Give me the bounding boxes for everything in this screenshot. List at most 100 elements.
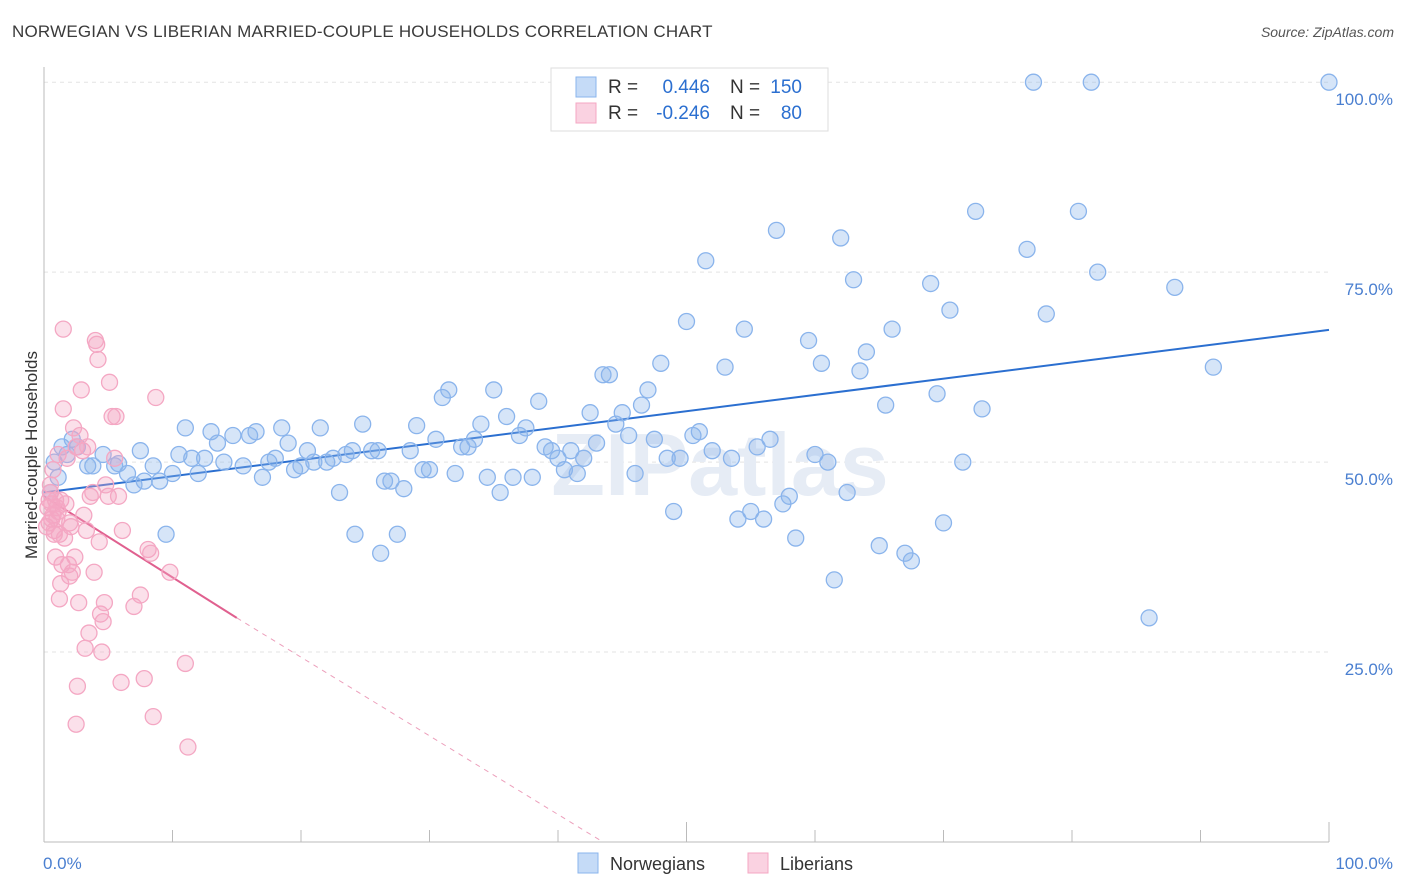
point-liberians bbox=[85, 563, 103, 581]
point-liberians bbox=[109, 487, 128, 505]
legend-n-value-1: 150 bbox=[770, 77, 802, 98]
point-norwegians bbox=[292, 457, 310, 475]
point-norwegians bbox=[658, 449, 676, 467]
point-norwegians bbox=[305, 453, 323, 471]
point-norwegians bbox=[324, 449, 342, 467]
point-norwegians bbox=[716, 358, 734, 376]
point-norwegians bbox=[189, 464, 207, 483]
point-norwegians bbox=[954, 453, 972, 471]
point-norwegians bbox=[1166, 278, 1184, 296]
point-norwegians bbox=[665, 502, 683, 521]
point-liberians bbox=[75, 506, 93, 524]
point-norwegians bbox=[761, 430, 779, 448]
legend-r-label-1: R = bbox=[608, 77, 638, 98]
point-norwegians bbox=[877, 396, 895, 414]
point-norwegians bbox=[224, 426, 242, 445]
y-tick-labels: 25.0% 50.0% 75.0% 100.0% bbox=[1335, 90, 1393, 679]
legend-n-label-2: N = bbox=[730, 103, 760, 124]
point-norwegians bbox=[504, 468, 522, 486]
point-norwegians bbox=[799, 331, 818, 350]
y-axis-label: Married-couple Households bbox=[22, 351, 41, 559]
point-liberians bbox=[107, 407, 125, 426]
point-norwegians bbox=[407, 416, 426, 435]
point-liberians bbox=[93, 643, 111, 661]
point-norwegians bbox=[170, 445, 188, 464]
point-norwegians bbox=[652, 354, 670, 372]
trend-lines bbox=[43, 328, 1330, 843]
legend-r-value-2: -0.246 bbox=[656, 103, 710, 124]
trend-line-norwegians bbox=[43, 328, 1330, 494]
y-tick-label: 75.0% bbox=[1345, 280, 1393, 299]
legend-r-value-1: 0.446 bbox=[662, 77, 710, 98]
point-liberians bbox=[72, 381, 90, 399]
point-liberians bbox=[50, 590, 69, 608]
point-norwegians bbox=[941, 301, 959, 319]
point-liberians bbox=[49, 445, 67, 464]
point-norwegians bbox=[395, 480, 413, 498]
point-norwegians bbox=[780, 487, 798, 505]
point-norwegians bbox=[343, 442, 362, 460]
point-liberians bbox=[44, 461, 62, 479]
point-norwegians bbox=[465, 430, 484, 448]
point-norwegians bbox=[883, 320, 901, 338]
point-norwegians bbox=[79, 457, 97, 475]
legend-n-label-1: N = bbox=[730, 77, 760, 98]
point-norwegians bbox=[311, 419, 329, 437]
point-norwegians bbox=[902, 552, 921, 570]
point-norwegians bbox=[273, 419, 291, 437]
point-liberians bbox=[77, 521, 96, 540]
point-liberians bbox=[103, 407, 121, 426]
point-norwegians bbox=[163, 464, 182, 483]
point-norwegians bbox=[485, 381, 503, 399]
point-norwegians bbox=[677, 312, 696, 331]
point-norwegians bbox=[806, 445, 824, 464]
point-liberians bbox=[58, 449, 76, 467]
point-norwegians bbox=[354, 415, 372, 433]
point-norwegians bbox=[497, 407, 516, 426]
point-norwegians bbox=[401, 442, 419, 460]
legend-n-value-2: 80 bbox=[781, 103, 802, 124]
point-norwegians bbox=[819, 453, 837, 471]
point-norwegians bbox=[870, 537, 888, 555]
point-norwegians bbox=[420, 461, 439, 479]
legend-r-label-2: R = bbox=[608, 103, 638, 124]
point-norwegians bbox=[966, 202, 985, 221]
point-norwegians bbox=[626, 464, 644, 483]
point-norwegians bbox=[973, 400, 991, 418]
point-norwegians bbox=[1024, 73, 1043, 91]
point-norwegians bbox=[530, 392, 548, 410]
point-norwegians bbox=[825, 571, 843, 589]
point-norwegians bbox=[491, 483, 509, 502]
point-norwegians bbox=[247, 423, 265, 441]
point-norwegians bbox=[427, 430, 445, 448]
point-norwegians bbox=[330, 483, 349, 502]
point-norwegians bbox=[562, 442, 580, 460]
point-norwegians bbox=[857, 343, 876, 361]
point-liberians bbox=[57, 495, 75, 513]
point-norwegians bbox=[144, 457, 162, 475]
point-norwegians bbox=[613, 404, 631, 422]
point-norwegians bbox=[748, 438, 766, 456]
point-liberians bbox=[90, 533, 108, 551]
point-norwegians bbox=[279, 434, 297, 452]
point-norwegians bbox=[787, 529, 805, 547]
point-norwegians bbox=[1069, 202, 1088, 221]
point-norwegians bbox=[150, 472, 169, 490]
point-norwegians bbox=[922, 274, 940, 293]
point-norwegians bbox=[176, 419, 195, 437]
point-liberians bbox=[95, 594, 114, 612]
point-liberians bbox=[79, 438, 97, 456]
point-liberians bbox=[106, 449, 124, 467]
watermark: ZIPatlas bbox=[551, 415, 888, 514]
point-liberians bbox=[54, 400, 72, 418]
point-liberians bbox=[135, 669, 153, 688]
point-norwegians bbox=[1204, 358, 1222, 376]
series-legend-label-norwegians: Norwegians bbox=[610, 854, 705, 874]
point-norwegians bbox=[928, 385, 946, 403]
point-norwegians bbox=[375, 472, 394, 490]
point-norwegians bbox=[639, 381, 657, 399]
point-norwegians bbox=[581, 404, 599, 422]
point-norwegians bbox=[1037, 305, 1055, 323]
point-norwegians bbox=[1140, 609, 1158, 627]
point-liberians bbox=[76, 639, 94, 657]
